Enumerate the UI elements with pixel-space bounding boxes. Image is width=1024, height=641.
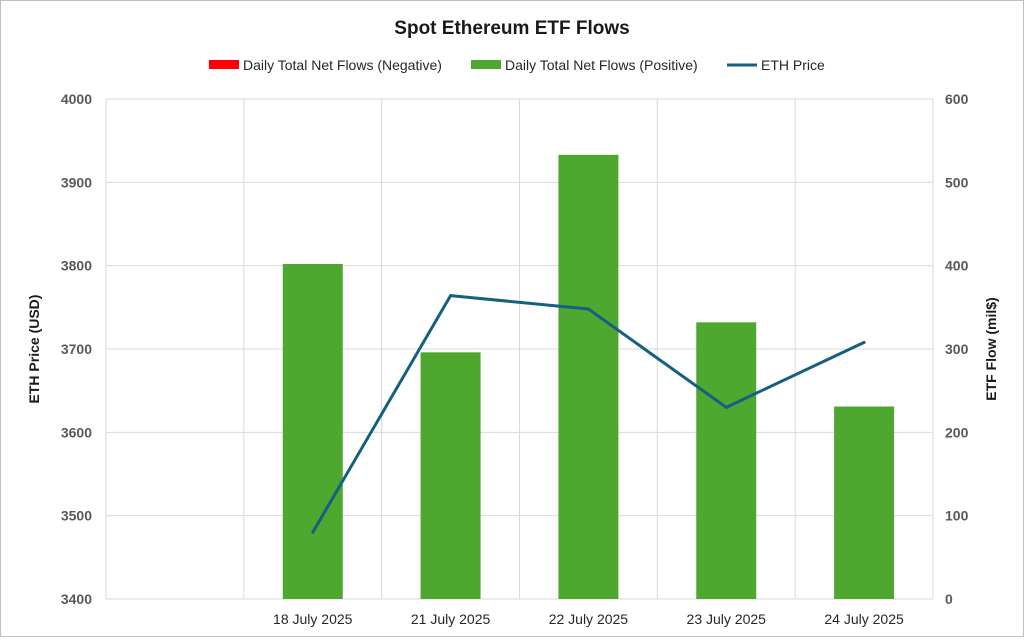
- eth-price-point: [586, 307, 590, 311]
- gridlines: [105, 98, 934, 600]
- left-tick-label: 4000: [61, 91, 92, 107]
- x-tick-label: 21 July 2025: [411, 611, 491, 627]
- left-tick-label: 3700: [61, 341, 92, 357]
- right-tick-label: 500: [945, 174, 969, 190]
- right-tick-label: 600: [945, 91, 969, 107]
- x-tick-label: 23 July 2025: [687, 611, 767, 627]
- left-tick-label: 3500: [61, 508, 92, 524]
- eth-price-point: [862, 340, 866, 344]
- axes: 3400 3500 3600 3700 3800 3900 4000 0 100 200 300 40…: [61, 91, 969, 627]
- flow-bar: [558, 154, 619, 600]
- right-tick-label: 200: [945, 424, 969, 440]
- eth-price-point: [311, 530, 315, 534]
- legend-label: Daily Total Net Flows (Negative): [243, 57, 442, 73]
- left-tick-label: 3400: [61, 591, 92, 607]
- legend-swatch: [471, 60, 501, 69]
- right-tick-label: 400: [945, 258, 969, 274]
- left-tick-label: 3600: [61, 424, 92, 440]
- eth-price-point: [449, 294, 453, 298]
- left-axis-title: ETH Price (USD): [26, 295, 42, 404]
- flow-bar: [696, 322, 757, 599]
- eth-price-point: [724, 405, 728, 409]
- flow-bar: [420, 352, 481, 599]
- left-tick-label: 3800: [61, 258, 92, 274]
- x-tick-label: 18 July 2025: [273, 611, 353, 627]
- legend-swatch: [209, 60, 239, 69]
- right-axis-title: ETF Flow (mil$): [983, 297, 999, 400]
- left-tick-label: 3900: [61, 174, 92, 190]
- x-tick-label: 22 July 2025: [549, 611, 629, 627]
- right-tick-label: 0: [945, 591, 953, 607]
- bars: [282, 154, 895, 600]
- legend-label: ETH Price: [761, 57, 825, 73]
- right-tick-label: 300: [945, 341, 969, 357]
- flow-bar: [834, 406, 895, 599]
- right-tick-label: 100: [945, 508, 969, 524]
- legend: Daily Total Net Flows (Negative) Daily To…: [209, 57, 825, 73]
- flow-bar: [282, 264, 343, 599]
- legend-label: Daily Total Net Flows (Positive): [505, 57, 698, 73]
- chart-title: Spot Ethereum ETF Flows: [394, 18, 629, 39]
- x-tick-label: 24 July 2025: [824, 611, 904, 627]
- price-line: [311, 294, 866, 534]
